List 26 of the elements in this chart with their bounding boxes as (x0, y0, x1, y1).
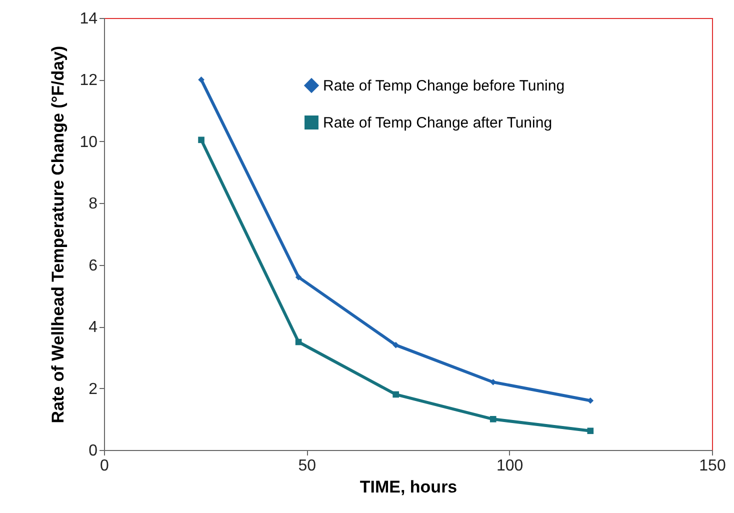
point (198, 76, 204, 83)
y-tick-label: 4 (88, 319, 98, 336)
legend-label: Rate of Temp Change before Tuning (323, 78, 565, 94)
point (587, 428, 594, 434)
point (587, 397, 594, 404)
x-tick-label: 100 (496, 458, 524, 474)
y-tick-label: 8 (88, 196, 98, 213)
y-tick-label: 14 (80, 10, 98, 28)
x-axis-title: TIME, hours (360, 478, 458, 496)
point (392, 342, 399, 348)
y-tick-label: 10 (80, 134, 98, 151)
point (295, 338, 302, 346)
point (198, 136, 204, 144)
point (295, 274, 302, 280)
y-axis-title: Rate of Wellhead Temperature Change (°F/day) (48, 46, 68, 424)
y-tick-label: 2 (88, 380, 98, 398)
y-tick-label: 12 (80, 72, 98, 90)
y-tick-label: 6 (88, 257, 98, 274)
x-tick-label: 0 (100, 458, 110, 474)
point (490, 416, 496, 422)
x-tick-label: 50 (298, 458, 316, 474)
legend-label: Rate of Temp Change after Tuning (323, 114, 552, 132)
y-tick-label: 0 (88, 442, 98, 460)
point (490, 378, 496, 386)
x-tick-label: 150 (699, 458, 726, 474)
point (392, 391, 400, 398)
